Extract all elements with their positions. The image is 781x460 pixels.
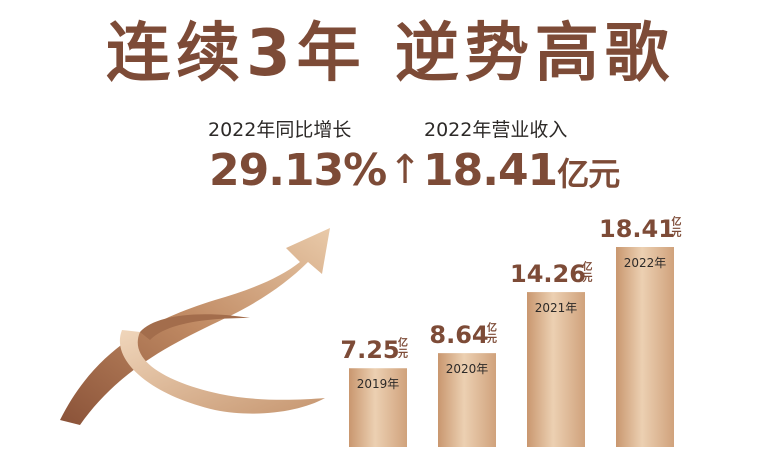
growth-swoosh-icon [60,228,330,425]
revenue-value: 18.41 [423,145,558,196]
revenue-label: 2022年营业收入 [424,119,568,141]
growth-value: 29.13% [209,145,387,196]
bar-4 [616,247,674,447]
bar-2 [438,353,496,447]
bar-category-label: 2019年 [357,377,400,391]
bar-value-label: 7.25 [340,336,399,364]
bars-group: 7.25亿元2019年8.64亿元2020年14.26亿元2021年18.41亿… [340,215,682,447]
up-arrow-icon: ↑ [388,147,422,193]
bar-category-label: 2022年 [624,256,667,270]
bar-value-label: 8.64 [429,321,488,349]
bar-1 [349,368,407,447]
bar-value-label: 14.26 [510,260,586,288]
bar-unit-label: 亿元 [398,336,408,360]
revenue-value-group: 18.41亿元 [423,149,620,193]
bar-category-label: 2021年 [535,301,578,315]
bar-3 [527,292,585,447]
bar-unit-label: 亿元 [487,321,497,345]
headline: 连续3年 逆势高歌 [106,17,675,91]
revenue-unit: 亿元 [557,155,620,193]
bar-unit-label: 亿元 [672,215,682,239]
growth-value-group: 29.13%↑ [209,147,422,193]
bar-value-label: 18.41 [599,215,675,243]
bar-unit-label: 亿元 [583,260,593,284]
bar-category-label: 2020年 [446,362,489,376]
growth-label: 2022年同比增长 [208,119,352,141]
